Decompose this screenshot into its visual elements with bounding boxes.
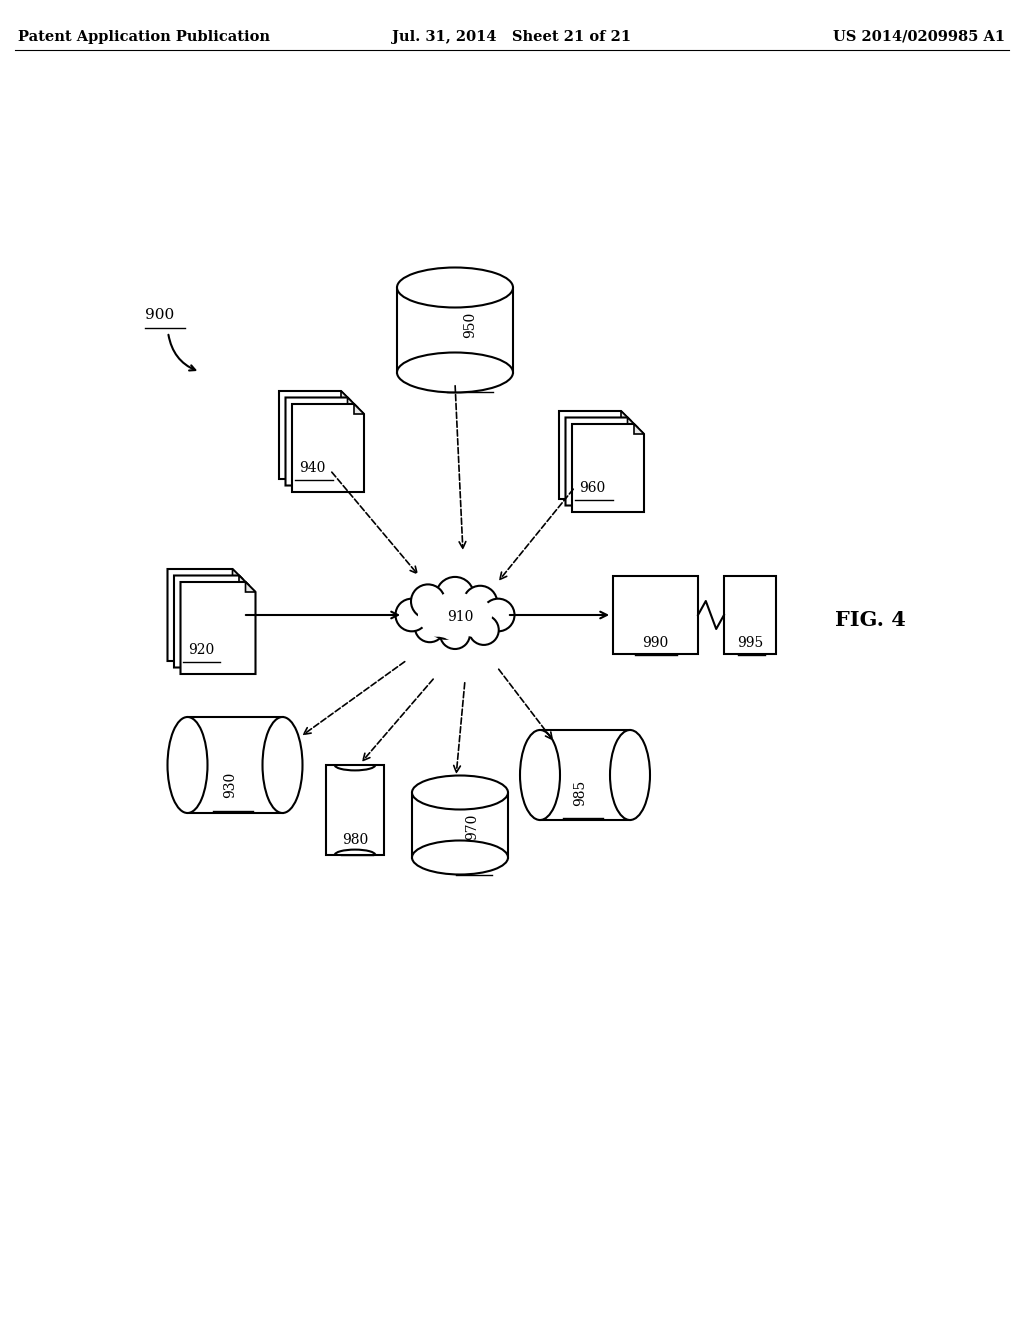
Circle shape — [436, 603, 474, 640]
Polygon shape — [341, 391, 351, 401]
Polygon shape — [292, 404, 364, 492]
Text: Jul. 31, 2014   Sheet 21 of 21: Jul. 31, 2014 Sheet 21 of 21 — [392, 30, 632, 44]
Bar — [326, 766, 384, 855]
Circle shape — [418, 595, 456, 634]
Text: 960: 960 — [579, 480, 605, 495]
Bar — [724, 576, 776, 653]
Circle shape — [469, 615, 499, 645]
Circle shape — [458, 607, 488, 636]
Bar — [612, 576, 697, 653]
Text: 950: 950 — [463, 312, 477, 338]
Text: 985: 985 — [573, 780, 587, 807]
Circle shape — [411, 585, 445, 618]
Polygon shape — [286, 397, 357, 486]
Circle shape — [436, 577, 474, 615]
Polygon shape — [174, 576, 249, 668]
Polygon shape — [347, 397, 357, 408]
Circle shape — [440, 619, 470, 649]
Circle shape — [454, 595, 493, 634]
Text: 970: 970 — [465, 814, 479, 841]
Polygon shape — [180, 582, 256, 675]
Bar — [412, 792, 508, 858]
Ellipse shape — [610, 730, 650, 820]
Polygon shape — [232, 569, 243, 579]
Polygon shape — [354, 404, 364, 414]
Polygon shape — [621, 411, 631, 421]
Circle shape — [395, 599, 428, 631]
Text: 910: 910 — [446, 610, 473, 624]
Polygon shape — [634, 424, 644, 434]
Circle shape — [422, 607, 452, 636]
Ellipse shape — [168, 717, 208, 813]
Polygon shape — [239, 576, 249, 586]
Polygon shape — [572, 424, 644, 512]
Text: FIG. 4: FIG. 4 — [835, 610, 905, 630]
Bar — [397, 288, 513, 372]
Text: 940: 940 — [299, 461, 326, 475]
Ellipse shape — [397, 352, 513, 392]
Circle shape — [482, 599, 514, 631]
Text: 920: 920 — [187, 643, 214, 657]
Circle shape — [463, 586, 498, 620]
Polygon shape — [628, 417, 638, 428]
Bar — [187, 717, 283, 813]
Text: US 2014/0209985 A1: US 2014/0209985 A1 — [833, 30, 1005, 44]
Text: 980: 980 — [342, 833, 368, 847]
Polygon shape — [559, 411, 631, 499]
Polygon shape — [565, 417, 638, 506]
Ellipse shape — [412, 841, 508, 874]
Text: 900: 900 — [145, 308, 174, 322]
Bar — [540, 730, 630, 820]
Polygon shape — [168, 569, 243, 661]
Ellipse shape — [262, 717, 302, 813]
Text: 995: 995 — [737, 636, 763, 649]
Circle shape — [426, 598, 466, 639]
Circle shape — [415, 612, 444, 643]
Polygon shape — [246, 582, 256, 591]
Text: 930: 930 — [223, 772, 237, 799]
Ellipse shape — [412, 776, 508, 809]
Ellipse shape — [520, 730, 560, 820]
Circle shape — [431, 591, 479, 639]
Text: Patent Application Publication: Patent Application Publication — [18, 30, 270, 44]
Polygon shape — [279, 391, 351, 479]
Text: 990: 990 — [642, 636, 668, 649]
Ellipse shape — [397, 268, 513, 308]
